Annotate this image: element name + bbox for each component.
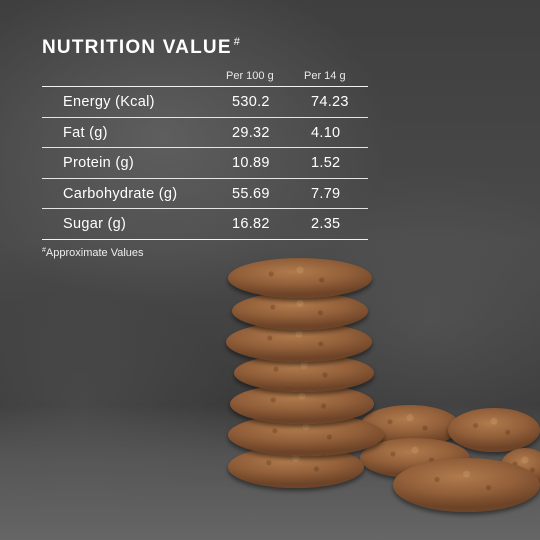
footnote-mark: # — [42, 247, 46, 254]
cookie — [228, 446, 364, 488]
column-header-per-100g: Per 100 g — [226, 70, 274, 82]
row-value-per-14g: 2.35 — [311, 216, 341, 232]
row-label: Fat (g) — [63, 124, 108, 141]
column-header-per-14g: Per 14 g — [304, 70, 346, 82]
row-value-per-14g: 7.79 — [311, 185, 341, 202]
title-text: NUTRITION VALUE — [42, 37, 232, 58]
nutrition-table: Energy (Kcal) 530.2 74.23 Fat (g) 29.32 … — [42, 86, 368, 240]
row-value-per-14g: 4.10 — [311, 124, 341, 141]
cookie — [232, 292, 368, 330]
table-row: Carbohydrate (g) 55.69 7.79 — [42, 177, 368, 209]
row-value-per-14g: 1.52 — [311, 155, 341, 171]
nutrition-title: NUTRITION VALUE # — [42, 36, 241, 59]
table-row: Energy (Kcal) 530.2 74.23 — [42, 87, 368, 117]
footnote: #Approximate Values — [42, 247, 144, 259]
row-value-per-100g: 29.32 — [232, 124, 270, 141]
table-row: Protein (g) 10.89 1.52 — [42, 147, 368, 178]
row-value-per-14g: 74.23 — [311, 94, 349, 110]
row-value-per-100g: 16.82 — [232, 216, 270, 232]
row-value-per-100g: 10.89 — [232, 155, 270, 171]
row-label: Energy (Kcal) — [63, 94, 155, 110]
row-value-per-100g: 530.2 — [232, 94, 270, 110]
table-row: Fat (g) 29.32 4.10 — [42, 116, 368, 148]
cookie — [228, 258, 372, 298]
footnote-text: Approximate Values — [45, 247, 144, 259]
cookie — [393, 458, 540, 512]
table-row: Sugar (g) 16.82 2.35 — [42, 208, 368, 239]
row-label: Carbohydrate (g) — [63, 185, 178, 202]
row-label: Protein (g) — [63, 155, 134, 171]
row-label: Sugar (g) — [63, 216, 127, 232]
row-value-per-100g: 55.69 — [232, 185, 270, 202]
cookie — [226, 322, 372, 362]
title-mark: # — [233, 36, 242, 48]
cookie — [448, 408, 540, 452]
